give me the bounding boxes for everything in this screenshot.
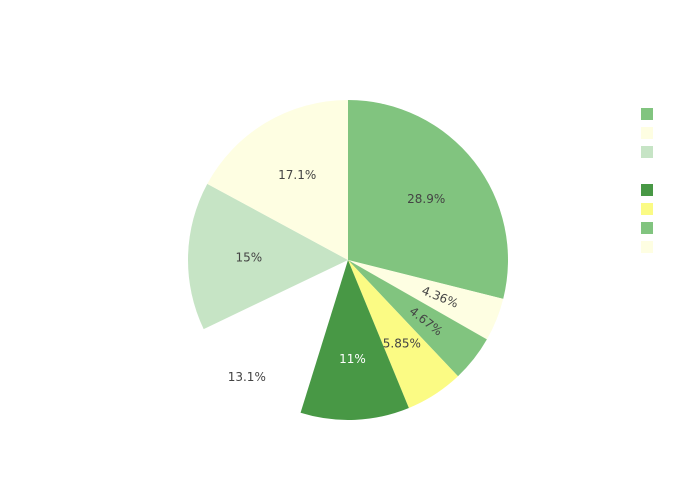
- pie-slice-6[interactable]: [184, 282, 329, 436]
- pie-slice-2[interactable]: [348, 260, 504, 340]
- legend-swatch-3: [641, 146, 653, 158]
- pie-slice-label-5: 11%: [339, 352, 366, 366]
- legend-swatch-7: [641, 222, 653, 234]
- pie-slice-label-8: 17.1%: [278, 168, 316, 182]
- legend-swatch-5: [641, 184, 653, 196]
- legend-item-1[interactable]: [641, 108, 653, 120]
- legend-item-3[interactable]: [641, 146, 653, 158]
- legend-item-8[interactable]: [641, 241, 653, 253]
- legend-item-7[interactable]: [641, 222, 653, 234]
- pie-slice-label-1: 28.9%: [407, 192, 445, 206]
- pie-slice-3[interactable]: [348, 260, 487, 377]
- legend[interactable]: [641, 108, 653, 253]
- pie-slice-label-4: 5.85%: [383, 336, 421, 350]
- pie-slices: [184, 100, 508, 436]
- pie-slice-8[interactable]: [207, 100, 348, 260]
- legend-item-2[interactable]: [641, 127, 653, 139]
- legend-swatch-6: [641, 203, 653, 215]
- legend-item-4[interactable]: [641, 165, 653, 177]
- pie-slice-7[interactable]: [188, 183, 348, 330]
- pie-slice-1[interactable]: [348, 100, 508, 299]
- legend-swatch-4: [641, 165, 653, 177]
- pie-slice-label-7: 15%: [235, 251, 262, 265]
- legend-item-6[interactable]: [641, 203, 653, 215]
- pie-slice-4[interactable]: [348, 260, 458, 408]
- legend-swatch-8: [641, 241, 653, 253]
- legend-swatch-1: [641, 108, 653, 120]
- pie-slice-5[interactable]: [300, 260, 409, 420]
- legend-swatch-2: [641, 127, 653, 139]
- pie-slice-label-6: 13.1%: [228, 370, 266, 384]
- legend-item-5[interactable]: [641, 184, 653, 196]
